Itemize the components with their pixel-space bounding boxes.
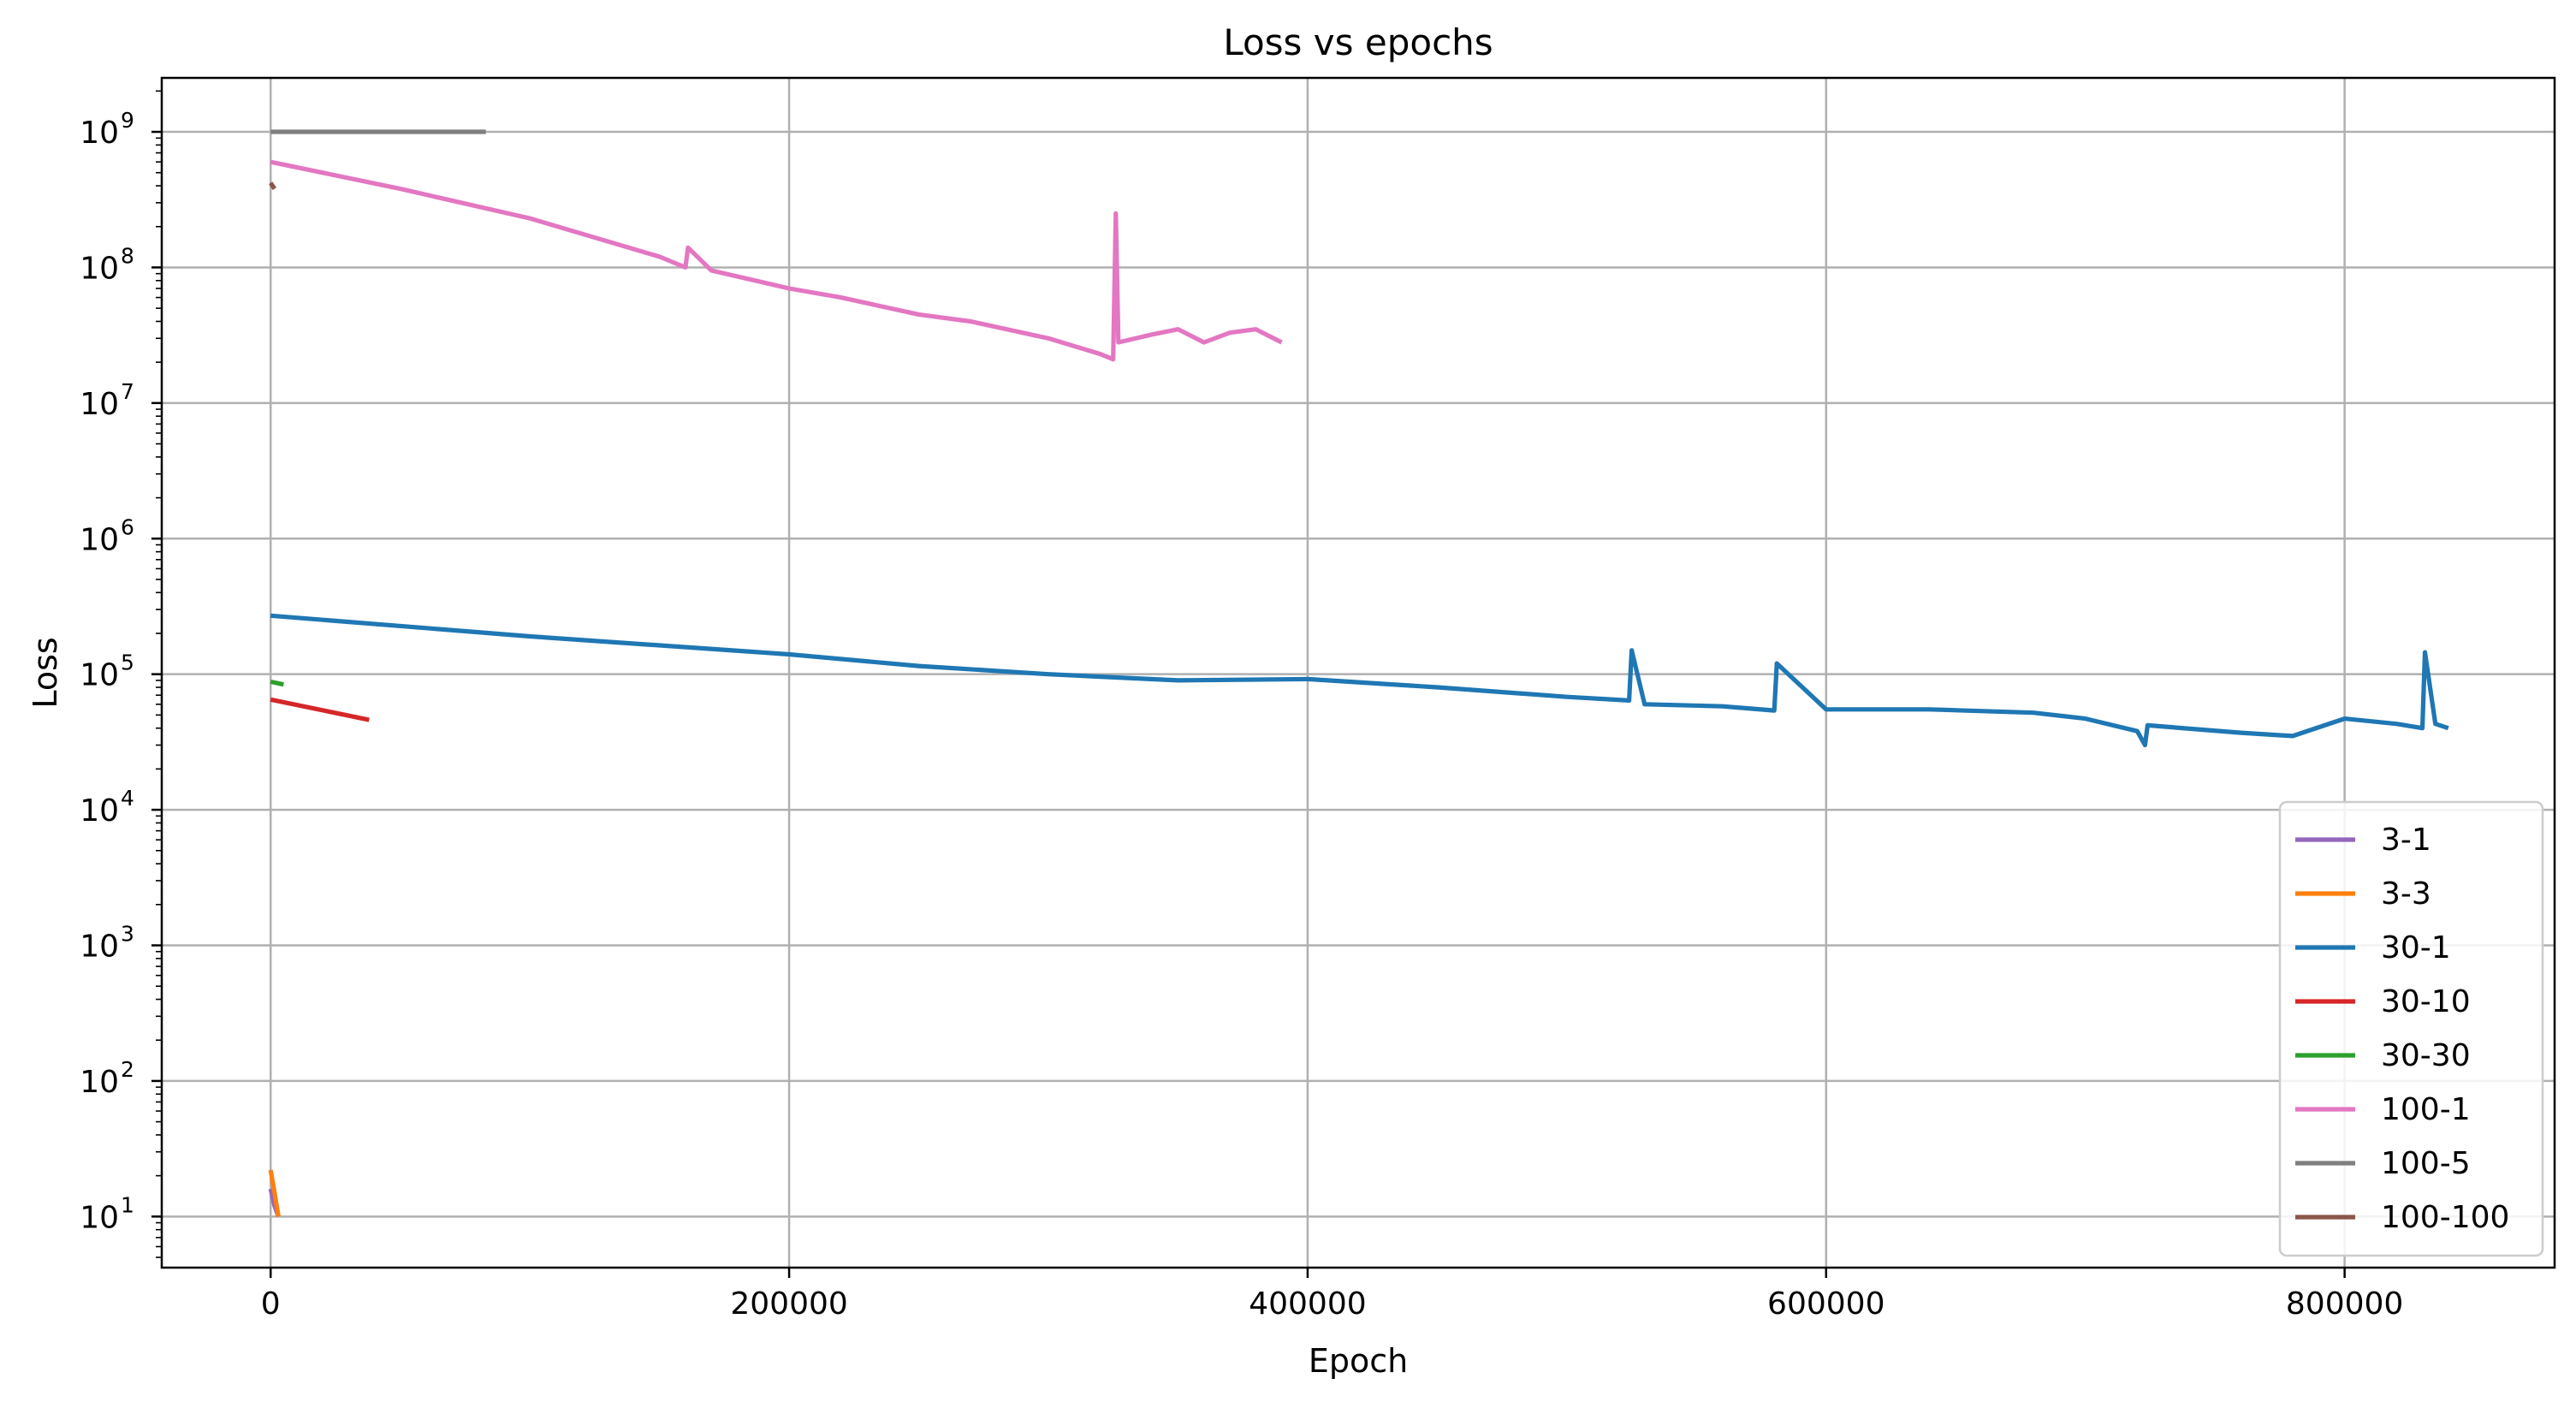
y-tick-label: 10 [80,1200,119,1235]
x-tick-label: 200000 [730,1286,847,1322]
y-tick-label: 10 [80,387,119,422]
series-line-30-1 [270,613,2449,748]
y-tick-exponent: 4 [121,786,134,811]
x-tick-label: 800000 [2286,1286,2403,1322]
series-line-3-3 [268,1169,281,1217]
y-tick-label: 10 [80,929,119,964]
series-line-100-1 [270,159,1283,362]
y-tick-exponent: 2 [121,1057,134,1082]
x-axis-ticks: 0 200000 400000 600000 800000 [261,1268,2403,1322]
y-tick-exponent: 8 [121,243,134,268]
y-tick-exponent: 3 [121,921,134,946]
series-line-30-30 [270,679,284,687]
y-tick-exponent: 5 [121,651,134,675]
y-tick-label: 10 [80,793,119,829]
series-lines [268,129,2449,1218]
y-tick-label: 10 [80,116,119,151]
y-tick-label: 10 [80,251,119,286]
x-tick-label: 0 [261,1286,281,1322]
y-tick-label: 10 [80,1065,119,1100]
legend: 3-1 3-3 30-1 30-10 30-30 100-1 100-5 100-100 [2278,800,2544,1257]
y-tick-label: 10 [80,658,119,693]
legend-box [2278,800,2544,1257]
x-axis-label: Epoch [1309,1342,1408,1380]
legend-label: 3-1 [2381,823,2431,858]
legend-label: 30-30 [2381,1038,2471,1073]
y-tick-exponent: 9 [121,108,134,133]
legend-label: 100-1 [2381,1092,2471,1127]
series-line-100-100 [269,181,276,191]
series-line-30-10 [270,697,370,722]
plot-frame [160,76,2556,1269]
y-axis-label: Loss [27,637,64,708]
y-tick-label: 10 [80,522,119,557]
legend-label: 3-3 [2381,876,2431,912]
legend-label: 100-5 [2381,1146,2471,1181]
chart-title: Loss vs epochs [1223,21,1493,63]
y-tick-exponent: 6 [121,514,134,539]
legend-label: 30-10 [2381,984,2471,1019]
y-tick-exponent: 1 [121,1192,134,1217]
x-tick-label: 600000 [1767,1286,1885,1322]
legend-label: 100-100 [2381,1200,2509,1235]
grid [162,78,2555,1268]
x-tick-label: 400000 [1249,1286,1366,1322]
legend-label: 30-1 [2381,930,2451,965]
y-tick-exponent: 7 [121,379,134,404]
